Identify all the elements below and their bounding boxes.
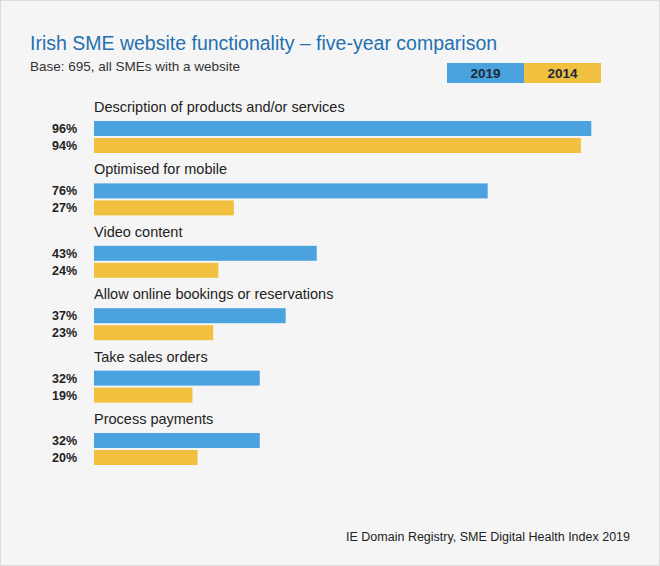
chart-container: Irish SME website functionality – five-y… (0, 0, 660, 566)
bar (94, 388, 192, 403)
data-label: 76% (52, 184, 77, 198)
bar (94, 246, 317, 261)
legend-swatch (447, 63, 524, 83)
labels: Description of products and/or services 9… (52, 99, 345, 465)
category-label: Allow online bookings or reservations (94, 286, 333, 302)
data-label: 23% (52, 326, 77, 340)
bar (94, 433, 260, 448)
bar (94, 263, 218, 278)
bar (94, 450, 198, 465)
chart: Irish SME website functionality – five-y… (0, 0, 660, 566)
data-label: 94% (52, 139, 77, 153)
bar (94, 121, 591, 136)
bar (94, 371, 260, 386)
category-label: Take sales orders (94, 349, 208, 365)
source: IE Domain Registry, SME Digital Health I… (346, 530, 630, 544)
data-label: 37% (52, 309, 77, 323)
data-label: 43% (52, 247, 77, 261)
bars (94, 121, 591, 465)
bar (94, 183, 488, 198)
bar (94, 325, 213, 340)
category-label: Optimised for mobile (94, 161, 227, 177)
category-label: Process payments (94, 411, 213, 427)
data-label: 19% (52, 389, 77, 403)
legend-label: 2019 (470, 66, 500, 81)
legend: 2019 2014 (447, 63, 601, 83)
bar (94, 138, 581, 153)
legend-label: 2014 (547, 66, 578, 81)
data-label: 20% (52, 451, 77, 465)
subtitle: Base: 695, all SMEs with a website (30, 59, 240, 74)
data-label: 27% (52, 201, 77, 215)
category-label: Description of products and/or services (94, 99, 345, 115)
data-label: 32% (52, 372, 77, 386)
category-label: Video content (94, 224, 182, 240)
data-label: 96% (52, 122, 77, 136)
bar (94, 308, 286, 323)
data-label: 24% (52, 264, 77, 278)
data-label: 32% (52, 434, 77, 448)
bar (94, 200, 234, 215)
title: Irish SME website functionality – five-y… (30, 32, 497, 54)
background (1, 1, 660, 566)
legend-swatch (524, 63, 601, 83)
